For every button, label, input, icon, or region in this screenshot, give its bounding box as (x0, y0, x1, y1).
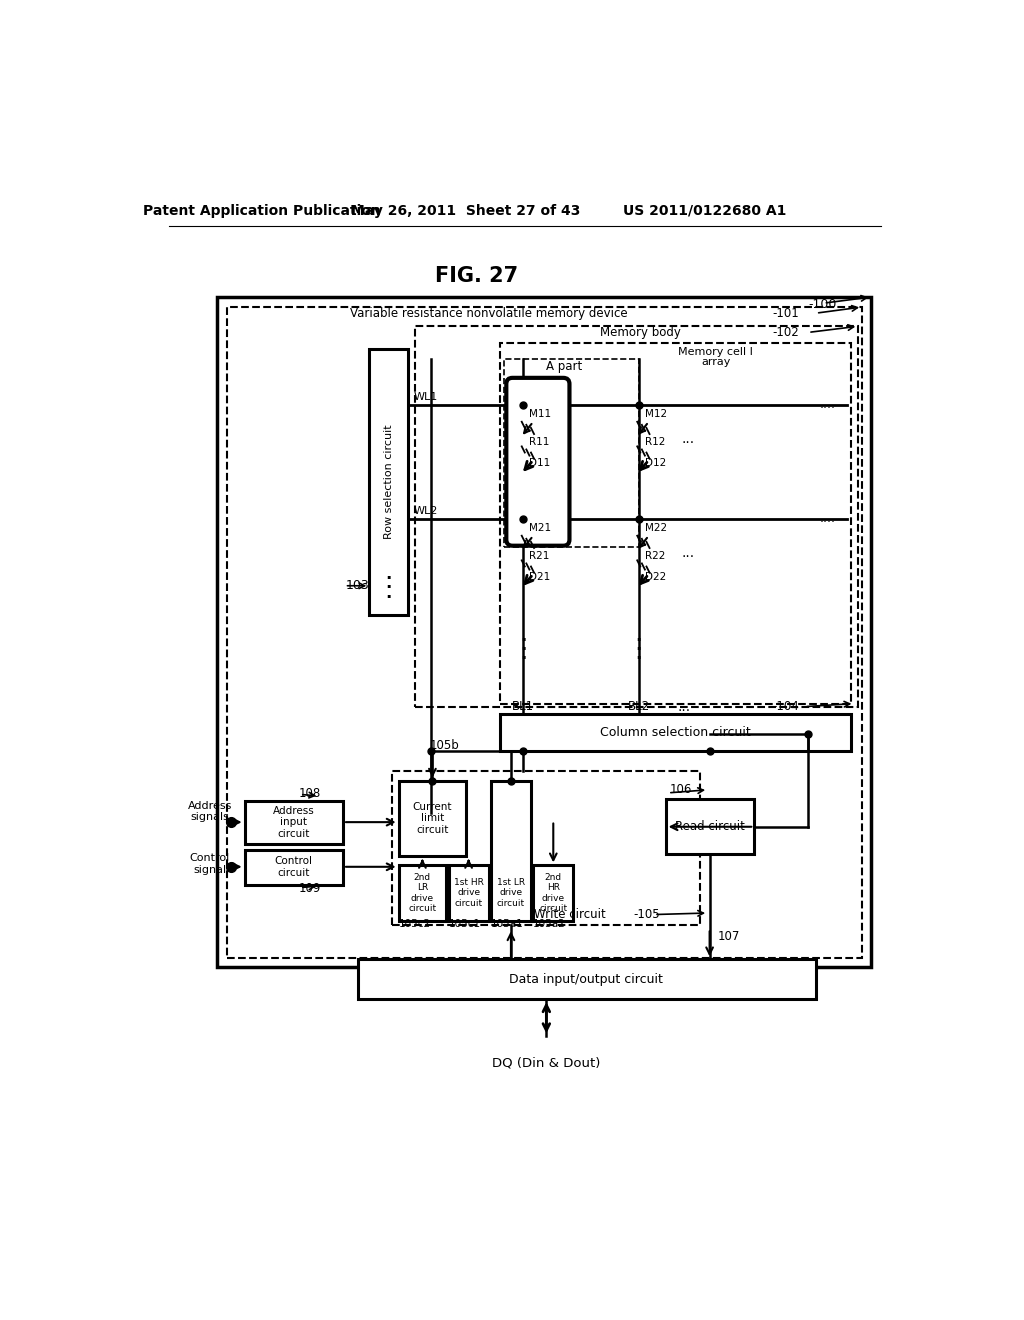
Text: Write circuit: Write circuit (534, 908, 605, 921)
Bar (398, 866, 446, 921)
Text: -101: -101 (772, 306, 799, 319)
Text: May 26, 2011  Sheet 27 of 43: May 26, 2011 Sheet 27 of 43 (351, 203, 581, 218)
Text: 109: 109 (298, 882, 321, 895)
Text: 2nd
LR
drive
circuit: 2nd LR drive circuit (409, 873, 436, 913)
Text: .: . (636, 627, 642, 644)
Text: .: . (385, 583, 392, 602)
Text: BL1: BL1 (512, 700, 535, 713)
Text: -104: -104 (772, 700, 799, 713)
Text: ...: ... (681, 433, 694, 446)
Text: M12: M12 (645, 409, 667, 418)
Text: M22: M22 (645, 523, 667, 533)
Bar (500, 343, 851, 704)
Text: 108: 108 (298, 787, 321, 800)
Text: DQ (Din & Dout): DQ (Din & Dout) (493, 1056, 600, 1069)
Text: 106: 106 (670, 783, 692, 796)
Text: .: . (385, 574, 392, 593)
Text: .: . (520, 636, 526, 653)
Text: Read circuit: Read circuit (675, 820, 744, 833)
Text: .: . (520, 645, 526, 663)
Text: Address
input
circuit: Address input circuit (273, 805, 314, 838)
Text: Memory cell I: Memory cell I (678, 347, 754, 358)
Text: ...: ... (681, 546, 694, 561)
Text: -105: -105 (634, 908, 660, 921)
Bar (245, 850, 343, 884)
Text: R12: R12 (645, 437, 666, 446)
Text: .: . (636, 645, 642, 663)
Text: 1st HR
drive
circuit: 1st HR drive circuit (454, 878, 483, 908)
Bar (226, 308, 862, 958)
Text: -102: -102 (772, 326, 799, 339)
Text: 103: 103 (346, 579, 370, 593)
Text: Patent Application Publication: Patent Application Publication (142, 203, 380, 218)
Bar (357, 960, 816, 999)
Text: R21: R21 (529, 550, 550, 561)
Bar (666, 799, 755, 854)
Text: Data input/output circuit: Data input/output circuit (510, 973, 664, 986)
Text: .: . (385, 565, 392, 583)
Text: 107: 107 (717, 929, 739, 942)
Text: D22: D22 (645, 572, 667, 582)
Text: 105a1: 105a1 (490, 919, 523, 929)
Bar (504, 359, 639, 548)
FancyBboxPatch shape (506, 378, 569, 545)
Text: ....: .... (819, 512, 836, 525)
Text: WL1: WL1 (414, 392, 438, 403)
Text: Memory body: Memory body (600, 326, 681, 339)
Text: 105b: 105b (429, 739, 459, 751)
Text: -100: -100 (808, 298, 837, 312)
Bar (449, 866, 488, 921)
Text: 105a2: 105a2 (534, 919, 566, 929)
Text: ...: ... (677, 700, 690, 714)
Text: 105c2: 105c2 (398, 919, 431, 929)
Text: .: . (520, 627, 526, 644)
Bar (534, 866, 573, 921)
Text: FIG. 27: FIG. 27 (435, 267, 518, 286)
Bar (500, 714, 851, 751)
Text: ....: .... (819, 399, 836, 412)
Text: R11: R11 (529, 437, 550, 446)
Bar (490, 780, 531, 921)
Text: BL2: BL2 (628, 700, 650, 713)
Text: 105c1: 105c1 (449, 919, 480, 929)
Text: Control
signal: Control signal (189, 853, 230, 875)
Text: M11: M11 (529, 409, 552, 418)
Text: Row selection circuit: Row selection circuit (384, 425, 393, 539)
Text: Column selection circuit: Column selection circuit (600, 726, 751, 739)
Text: 1st LR
drive
circuit: 1st LR drive circuit (497, 878, 525, 908)
Text: .: . (636, 636, 642, 653)
Text: Address
signals: Address signals (187, 800, 232, 822)
Bar (370, 350, 408, 615)
Bar (217, 297, 871, 966)
Text: Current
limit
circuit: Current limit circuit (413, 801, 453, 834)
Bar (245, 801, 343, 843)
Text: D21: D21 (529, 572, 551, 582)
Text: D12: D12 (645, 458, 667, 467)
Text: M21: M21 (529, 523, 552, 533)
Text: US 2011/0122680 A1: US 2011/0122680 A1 (623, 203, 785, 218)
Text: D11: D11 (529, 458, 551, 467)
Text: WL2: WL2 (414, 506, 438, 516)
Bar (398, 780, 466, 857)
Text: 2nd
HR
drive
circuit: 2nd HR drive circuit (540, 873, 567, 913)
Text: Control
circuit: Control circuit (274, 855, 312, 878)
Text: array: array (701, 356, 730, 367)
Bar (392, 771, 700, 924)
Bar (416, 326, 858, 708)
Text: A part: A part (547, 360, 583, 372)
Text: R22: R22 (645, 550, 666, 561)
Text: Variable resistance nonvolatile memory device: Variable resistance nonvolatile memory d… (350, 308, 628, 321)
